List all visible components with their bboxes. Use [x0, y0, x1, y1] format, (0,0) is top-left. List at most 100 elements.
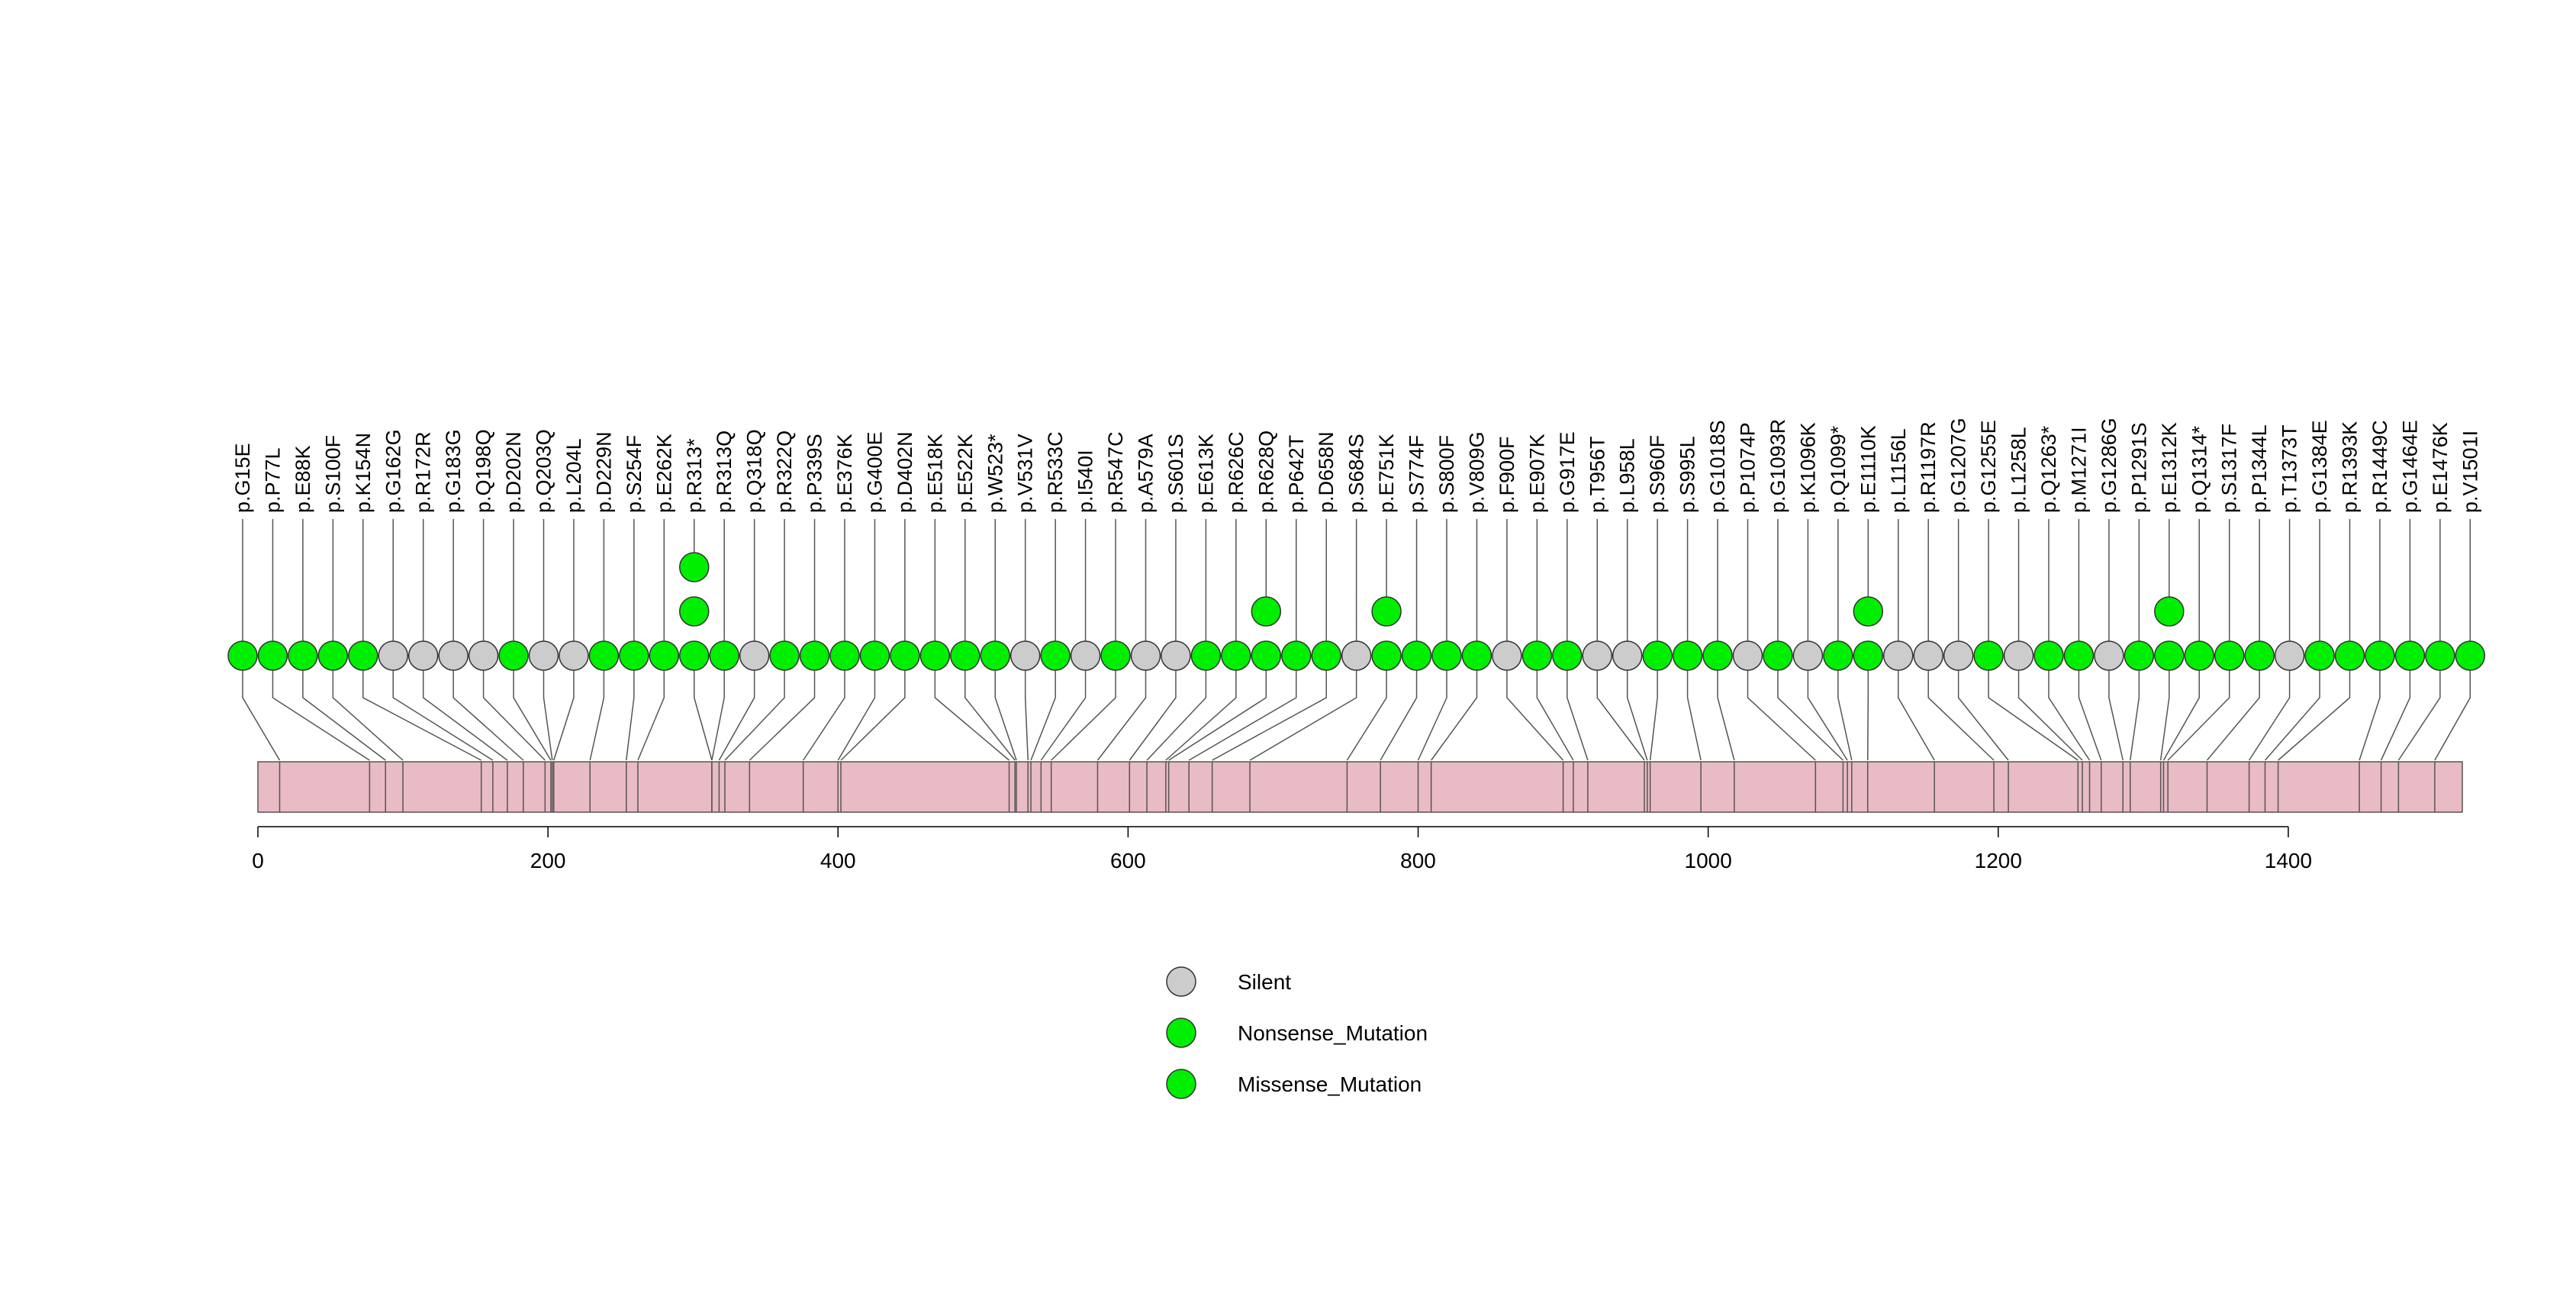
mutation-label: p.V809G	[1465, 431, 1488, 513]
mutation-head	[739, 640, 770, 671]
mutation-label: p.Q1099*	[1827, 425, 1850, 513]
connector-line	[1567, 670, 1589, 761]
mutation-head	[1100, 640, 1131, 671]
mutation-label: p.P1074P	[1737, 422, 1760, 513]
mutation-head	[2124, 640, 2155, 671]
connector-line	[1957, 670, 2009, 761]
mutation-head	[679, 640, 710, 671]
mutation-head	[1973, 640, 2004, 671]
position-ticks	[279, 762, 2436, 812]
connector-line	[1212, 670, 1327, 761]
connector-line	[392, 670, 494, 761]
mutation-label: p.G1286G	[2098, 418, 2120, 513]
mutation-label: p.P642T	[1285, 435, 1308, 513]
mutation-head	[1642, 640, 1673, 671]
mutation-label: p.G162G	[382, 429, 404, 513]
mutation-label: p.S254F	[623, 435, 646, 513]
mutation-head	[1823, 640, 1853, 671]
mutation-label: p.P339S	[803, 434, 826, 513]
mutation-head	[1853, 640, 1884, 671]
connector-line	[964, 670, 1016, 761]
mutation-head	[829, 640, 860, 671]
lollipop-heads	[227, 552, 2486, 671]
connector-line	[1596, 670, 1645, 761]
connector-line	[637, 670, 665, 761]
mutation-head	[2154, 596, 2185, 627]
connector-line	[1988, 670, 2079, 761]
mutation-head	[679, 552, 710, 582]
mutation-label: p.R1197R	[1917, 421, 1940, 513]
mutation-head	[227, 640, 258, 671]
mutation-head	[1251, 596, 1282, 627]
connector-line	[2159, 670, 2170, 761]
mutation-label: p.I540I	[1074, 450, 1097, 513]
connector-line	[1249, 670, 1357, 761]
mutation-head	[1492, 640, 1522, 671]
connector-line	[711, 670, 725, 761]
connector-line	[1051, 670, 1116, 761]
mutation-label: p.D202N	[502, 431, 525, 513]
mutation-label: p.E613K	[1194, 434, 1217, 513]
mutation-head	[2094, 640, 2124, 671]
connector-line	[694, 670, 713, 761]
mutation-head	[2334, 640, 2365, 671]
mutation-label: p.R533C	[1044, 431, 1067, 513]
connector-line	[332, 670, 404, 761]
mutation-head	[1582, 640, 1612, 671]
mutation-head	[1371, 596, 1402, 627]
mutation-head	[2365, 640, 2395, 671]
connector-line	[1146, 670, 1207, 761]
mutation-label: p.G1018S	[1706, 420, 1729, 513]
connector-line	[1866, 670, 1869, 761]
mutation-label: p.R313*	[683, 438, 706, 513]
mutation-label: p.T956T	[1586, 436, 1608, 513]
mutation-label: p.G1255E	[1977, 420, 2000, 513]
connector-line	[422, 670, 508, 761]
legend: Silent Nonsense_Mutation Missense_Mutation	[1166, 966, 1428, 1099]
connector-line	[803, 670, 845, 761]
legend-label: Silent	[1238, 970, 1291, 994]
connector-line	[2130, 670, 2140, 761]
mutation-head	[317, 640, 349, 671]
mutation-head	[1341, 640, 1372, 671]
mutation-head	[407, 640, 439, 671]
connector-line	[1380, 670, 1418, 761]
mutation-head	[2184, 640, 2214, 671]
mutation-label: p.G1384E	[2308, 420, 2331, 513]
mutation-head	[1009, 640, 1041, 671]
connector-line	[1649, 670, 1658, 761]
mutation-label: p.P1291S	[2127, 422, 2150, 513]
mutation-head	[1431, 640, 1462, 671]
mutation-head	[2214, 640, 2245, 671]
mutation-label: p.S1317F	[2218, 424, 2241, 513]
mutation-head	[1371, 640, 1402, 671]
x-tick-label: 0	[252, 849, 264, 872]
mutation-label: p.Q1314*	[2188, 425, 2211, 513]
connector-line	[1807, 670, 1848, 761]
connector-line	[2017, 670, 2083, 761]
mutation-head	[1853, 596, 1884, 627]
x-tick-label: 1200	[1975, 849, 2022, 872]
mutation-label: p.E907K	[1525, 434, 1548, 513]
connector-line	[2380, 670, 2411, 761]
connector-line	[1777, 670, 1843, 761]
connector-line	[1024, 670, 1029, 761]
mutation-label: p.G15E	[231, 443, 254, 513]
connector-line	[242, 670, 281, 761]
mutation-head	[1612, 640, 1643, 671]
connector-line	[994, 670, 1017, 761]
connector-line	[724, 670, 785, 761]
mutation-label: p.F900F	[1496, 436, 1518, 513]
mutation-label: p.L1156L	[1887, 428, 1910, 513]
mutation-head	[288, 640, 318, 671]
mutation-label: p.M1271I	[2067, 427, 2090, 513]
mutation-label: p.V1501I	[2458, 431, 2481, 513]
mutation-head	[769, 640, 800, 671]
mutation-label: p.G400E	[863, 431, 886, 513]
connector-line	[1040, 670, 1087, 761]
mutation-head	[2455, 640, 2486, 671]
mutation-head	[2154, 640, 2185, 671]
mutation-label: p.D229N	[592, 431, 615, 513]
mutation-label: p.S100F	[321, 435, 344, 513]
mutation-head	[1461, 640, 1492, 671]
